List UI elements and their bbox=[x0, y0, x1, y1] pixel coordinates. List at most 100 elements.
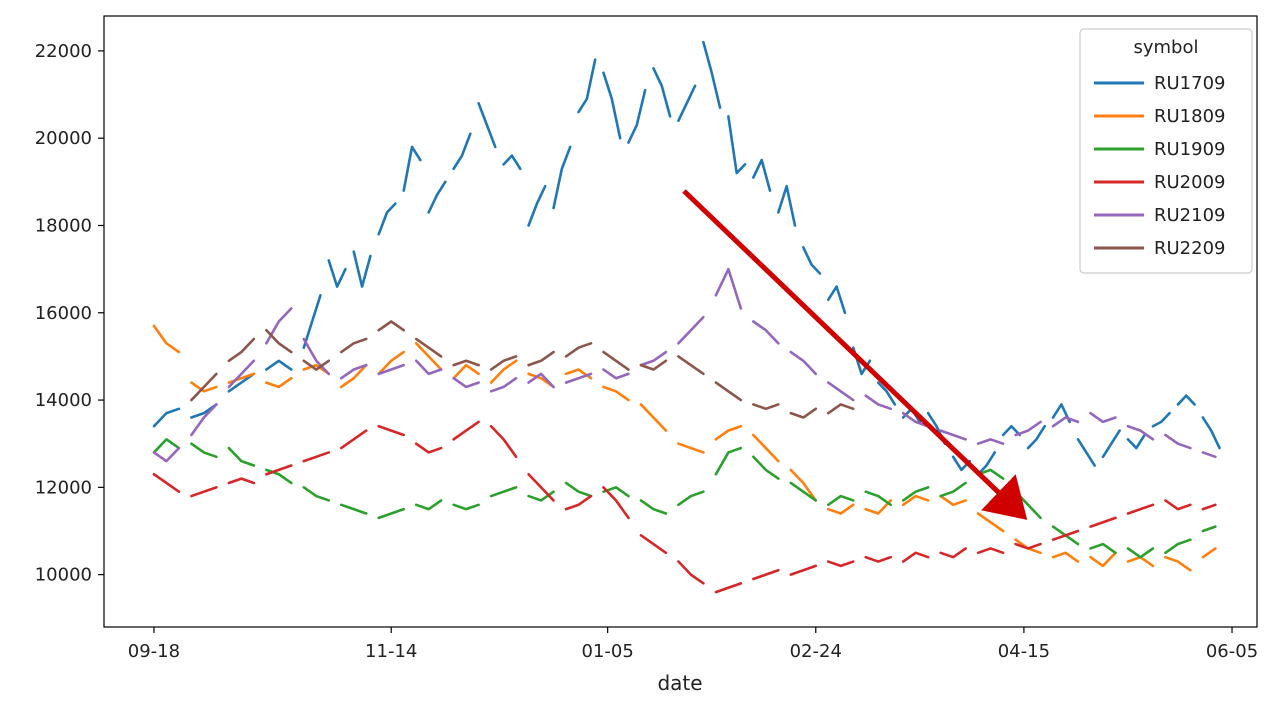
series-line-segment bbox=[901, 494, 930, 507]
y-axis: 10000 12000 14000 16000 18000 20000 22000 bbox=[35, 41, 104, 586]
y-tick-label: 12000 bbox=[35, 477, 92, 498]
series-line-segment bbox=[527, 350, 555, 367]
series-line-segment bbox=[752, 455, 780, 480]
series-line-segment bbox=[489, 376, 518, 393]
series-line-segment bbox=[227, 446, 256, 467]
series-line-segment bbox=[826, 503, 855, 515]
legend-label: RU1809 bbox=[1154, 106, 1226, 127]
series-line-segment bbox=[826, 381, 855, 402]
series-line-segment bbox=[265, 328, 293, 354]
series-line-segment bbox=[939, 494, 967, 507]
series-line-segment bbox=[1126, 547, 1155, 559]
series-line-segment bbox=[864, 490, 892, 507]
series-line-segment bbox=[976, 451, 997, 476]
series-line-segment bbox=[564, 494, 593, 511]
series-line-segment bbox=[489, 486, 518, 498]
series-line-segment bbox=[826, 560, 855, 568]
series-line-segment bbox=[1014, 542, 1042, 550]
series-line-segment bbox=[789, 468, 818, 502]
series-line-segment bbox=[190, 381, 218, 393]
series-line-segment bbox=[190, 403, 218, 437]
series-line-segment bbox=[901, 411, 930, 428]
y-tick-label: 20000 bbox=[35, 128, 92, 149]
series-line-segment bbox=[414, 499, 443, 511]
series-line-segment bbox=[1001, 424, 1022, 437]
series-line-segment bbox=[976, 438, 1005, 445]
y-tick-label: 10000 bbox=[35, 565, 92, 586]
series-line-segment bbox=[302, 337, 331, 376]
legend-label: RU1909 bbox=[1154, 139, 1226, 160]
x-axis: 09-18 11-14 01-05 02-24 04-15 06-05 bbox=[128, 627, 1258, 662]
plot-area bbox=[103, 15, 1258, 628]
series-line-segment bbox=[752, 568, 780, 581]
series-line-segment bbox=[1051, 551, 1080, 563]
series-line-segment bbox=[265, 468, 293, 485]
series-line-segment bbox=[901, 551, 930, 563]
series-line-segment bbox=[639, 534, 668, 555]
series-line-segment bbox=[864, 499, 892, 515]
x-tick-label: 09-18 bbox=[128, 641, 180, 662]
series-line-segment bbox=[577, 58, 597, 114]
series-line-segment bbox=[452, 503, 480, 511]
series-line-segment bbox=[452, 420, 480, 441]
series-ru2209 bbox=[190, 320, 855, 419]
series-line-segment bbox=[976, 547, 1005, 555]
series-line-segment bbox=[377, 350, 405, 376]
series-line-segment bbox=[652, 67, 672, 118]
series-ru1809 bbox=[152, 324, 1217, 572]
series-line-segment bbox=[414, 342, 443, 371]
series-line-segment bbox=[1176, 394, 1196, 406]
series-line-segment bbox=[190, 372, 218, 402]
series-line-segment bbox=[302, 294, 322, 349]
series-line-segment bbox=[1051, 529, 1080, 542]
series-line-segment bbox=[639, 359, 668, 371]
series-line-segment bbox=[714, 582, 743, 594]
series-line-segment bbox=[639, 350, 668, 367]
legend-box bbox=[1079, 28, 1253, 274]
legend: symbol RU1709 RU1809 RU1909 RU2009 RU2109 RU22… bbox=[1079, 28, 1253, 274]
series-line-segment bbox=[427, 180, 447, 214]
series-ru1909 bbox=[152, 438, 1217, 559]
series-line-segment bbox=[265, 376, 293, 389]
series-line-segment bbox=[876, 381, 897, 406]
series-line-segment bbox=[1151, 411, 1171, 428]
series-line-segment bbox=[752, 433, 780, 463]
series-line-segment bbox=[152, 446, 181, 463]
series-line-segment bbox=[377, 507, 405, 520]
series-line-segment bbox=[677, 490, 705, 507]
series-line-segment bbox=[377, 424, 405, 437]
series-line-segment bbox=[227, 359, 256, 389]
series-line-segment bbox=[702, 40, 722, 109]
plot-frame bbox=[103, 15, 1258, 628]
x-tick-label: 11-14 bbox=[365, 641, 417, 662]
series-line-segment bbox=[414, 359, 443, 376]
series-line-segment bbox=[564, 481, 593, 498]
series-line-segment bbox=[527, 472, 555, 502]
series-line-segment bbox=[864, 555, 892, 563]
series-line-segment bbox=[714, 381, 743, 402]
trend-arrow-annotation bbox=[682, 189, 1028, 520]
series-line-segment bbox=[1089, 411, 1117, 424]
series-line-segment bbox=[602, 350, 630, 371]
series-line-segment bbox=[677, 442, 705, 454]
legend-label: RU2209 bbox=[1154, 238, 1226, 259]
series-line-segment bbox=[677, 560, 705, 585]
series-line-segment bbox=[564, 372, 593, 384]
series-line-segment bbox=[714, 446, 743, 476]
x-axis-label: date bbox=[657, 671, 702, 695]
series-line-segment bbox=[527, 372, 555, 389]
x-tick-label: 01-05 bbox=[582, 641, 634, 662]
series-line-segment bbox=[1164, 555, 1192, 572]
series-line-segment bbox=[939, 429, 967, 441]
series-line-segment bbox=[477, 101, 497, 149]
series-line-segment bbox=[939, 547, 967, 559]
series-line-segment bbox=[1026, 424, 1047, 450]
y-tick-label: 18000 bbox=[35, 215, 92, 236]
series-line-segment bbox=[1089, 516, 1117, 528]
series-line-segment bbox=[801, 246, 822, 275]
series-line-segment bbox=[1089, 551, 1117, 568]
series-line-segment bbox=[1014, 420, 1042, 437]
series-line-segment bbox=[789, 350, 818, 376]
series-line-segment bbox=[489, 355, 518, 371]
